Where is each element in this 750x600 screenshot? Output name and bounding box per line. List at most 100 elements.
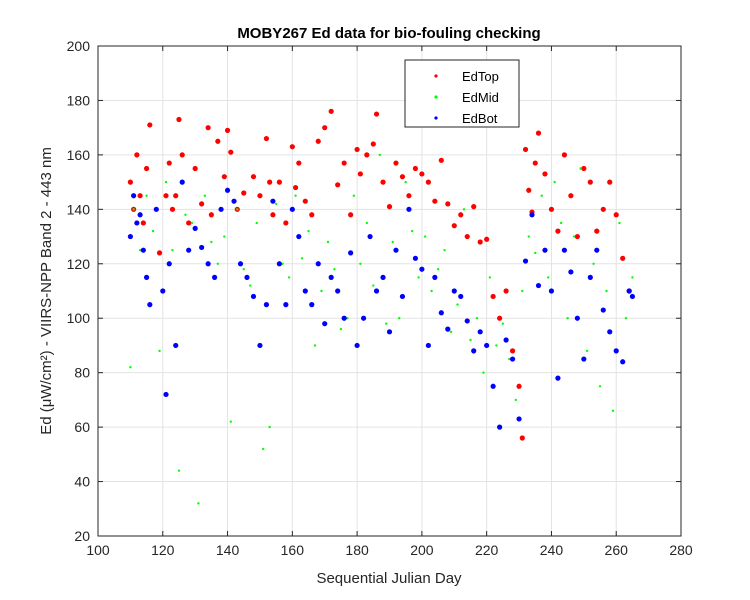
data-point-edtop bbox=[600, 206, 606, 212]
data-point-edbot bbox=[386, 329, 393, 335]
data-point-edbot bbox=[134, 220, 140, 226]
data-point-edtop bbox=[199, 201, 205, 207]
data-point-edbot bbox=[555, 375, 561, 381]
chart-title: MOBY267 Ed data for bio-fouling checking bbox=[237, 25, 540, 42]
data-point-edmid bbox=[236, 208, 239, 211]
data-point-edmid bbox=[255, 221, 258, 225]
data-point-edmid bbox=[514, 398, 518, 402]
data-point-edbot bbox=[438, 310, 444, 316]
data-point-edmid bbox=[307, 229, 310, 233]
data-point-edmid bbox=[145, 194, 148, 197]
data-point-edtop bbox=[296, 160, 302, 166]
data-point-edbot bbox=[509, 356, 516, 362]
data-points bbox=[127, 108, 636, 505]
x-tick-label: 200 bbox=[410, 542, 434, 558]
data-point-edtop bbox=[137, 193, 143, 199]
data-point-edbot bbox=[522, 258, 529, 264]
data-point-edmid bbox=[372, 284, 375, 287]
data-point-edbot bbox=[231, 198, 237, 204]
data-point-edtop bbox=[587, 179, 593, 185]
data-point-edmid bbox=[164, 180, 168, 184]
data-point-edtop bbox=[471, 204, 477, 210]
x-tick-label: 140 bbox=[216, 542, 240, 558]
y-tick-label: 100 bbox=[67, 310, 91, 326]
data-point-edtop bbox=[263, 135, 270, 142]
data-point-edmid bbox=[242, 268, 245, 271]
data-point-edtop bbox=[127, 179, 133, 185]
data-point-edbot bbox=[432, 274, 438, 280]
data-point-edmid bbox=[326, 240, 330, 244]
data-point-edbot bbox=[484, 342, 490, 349]
data-point-edmid bbox=[417, 276, 420, 279]
legend-label-edtop: EdTop bbox=[462, 69, 499, 84]
data-point-edbot bbox=[477, 329, 483, 335]
x-tick-label: 260 bbox=[605, 542, 629, 558]
data-point-edbot bbox=[399, 293, 406, 300]
data-point-edbot bbox=[173, 342, 179, 349]
data-point-edtop bbox=[484, 236, 490, 242]
data-point-edtop bbox=[156, 250, 163, 256]
data-point-edmid bbox=[462, 208, 466, 211]
data-point-edbot bbox=[147, 302, 153, 308]
data-point-edmid bbox=[294, 194, 297, 197]
data-point-edbot bbox=[607, 329, 613, 335]
data-point-edtop bbox=[568, 193, 574, 199]
data-point-edbot bbox=[328, 274, 334, 280]
data-point-edbot bbox=[548, 288, 555, 294]
data-point-edmid bbox=[618, 221, 621, 225]
data-point-edbot bbox=[419, 266, 425, 272]
data-point-edtop bbox=[406, 193, 412, 199]
data-point-edmid bbox=[268, 425, 271, 429]
data-point-edbot bbox=[425, 342, 431, 349]
data-point-edmid bbox=[611, 409, 615, 412]
data-point-edbot bbox=[587, 274, 593, 280]
data-point-edmid bbox=[553, 180, 556, 184]
data-point-edtop bbox=[208, 212, 214, 218]
data-point-edtop bbox=[561, 152, 568, 158]
data-point-edbot bbox=[199, 244, 205, 251]
data-point-edtop bbox=[289, 144, 295, 150]
data-point-edtop bbox=[134, 152, 140, 158]
y-tick-label: 60 bbox=[74, 419, 90, 435]
data-point-edbot bbox=[629, 293, 636, 300]
data-point-edmid bbox=[430, 289, 433, 293]
y-axis-label: Ed (μW/cm²) - VIIRS-NPP Band 2 - 443 nm bbox=[38, 147, 55, 435]
data-point-edtop bbox=[548, 206, 555, 212]
data-point-edmid bbox=[339, 327, 343, 331]
data-point-edbot bbox=[574, 315, 580, 321]
data-point-edmid bbox=[287, 276, 291, 279]
data-point-edmid bbox=[410, 229, 414, 233]
data-point-edbot bbox=[380, 274, 386, 280]
data-point-edmid bbox=[443, 248, 446, 252]
data-point-edtop bbox=[542, 171, 548, 177]
data-point-edmid bbox=[398, 317, 401, 320]
y-tick-label: 20 bbox=[74, 528, 90, 544]
data-point-edbot bbox=[153, 206, 159, 212]
data-point-edmid bbox=[281, 262, 284, 265]
data-point-edtop bbox=[364, 152, 370, 158]
data-point-edbot bbox=[451, 288, 457, 294]
data-point-edmid bbox=[132, 208, 135, 211]
data-point-edbot bbox=[160, 288, 166, 294]
data-point-edbot bbox=[309, 302, 315, 308]
legend-marker-edbot bbox=[434, 116, 438, 120]
data-point-edbot bbox=[127, 233, 133, 240]
data-point-edtop bbox=[386, 204, 393, 210]
x-tick-label: 280 bbox=[669, 542, 693, 558]
data-point-edtop bbox=[221, 174, 227, 180]
data-point-edmid bbox=[197, 502, 200, 505]
data-point-edtop bbox=[526, 187, 532, 193]
data-point-edbot bbox=[205, 261, 211, 267]
data-point-edmid bbox=[423, 235, 427, 238]
data-point-edmid bbox=[495, 344, 498, 347]
data-point-edmid bbox=[313, 344, 317, 347]
data-point-edmid bbox=[129, 366, 132, 369]
data-point-edtop bbox=[192, 165, 198, 172]
grid bbox=[98, 46, 681, 536]
data-point-edmid bbox=[521, 289, 524, 293]
data-point-edtop bbox=[516, 383, 522, 389]
x-tick-label: 160 bbox=[281, 542, 305, 558]
data-point-edtop bbox=[532, 160, 538, 166]
data-point-edtop bbox=[186, 220, 192, 226]
data-point-edmid bbox=[151, 229, 155, 233]
